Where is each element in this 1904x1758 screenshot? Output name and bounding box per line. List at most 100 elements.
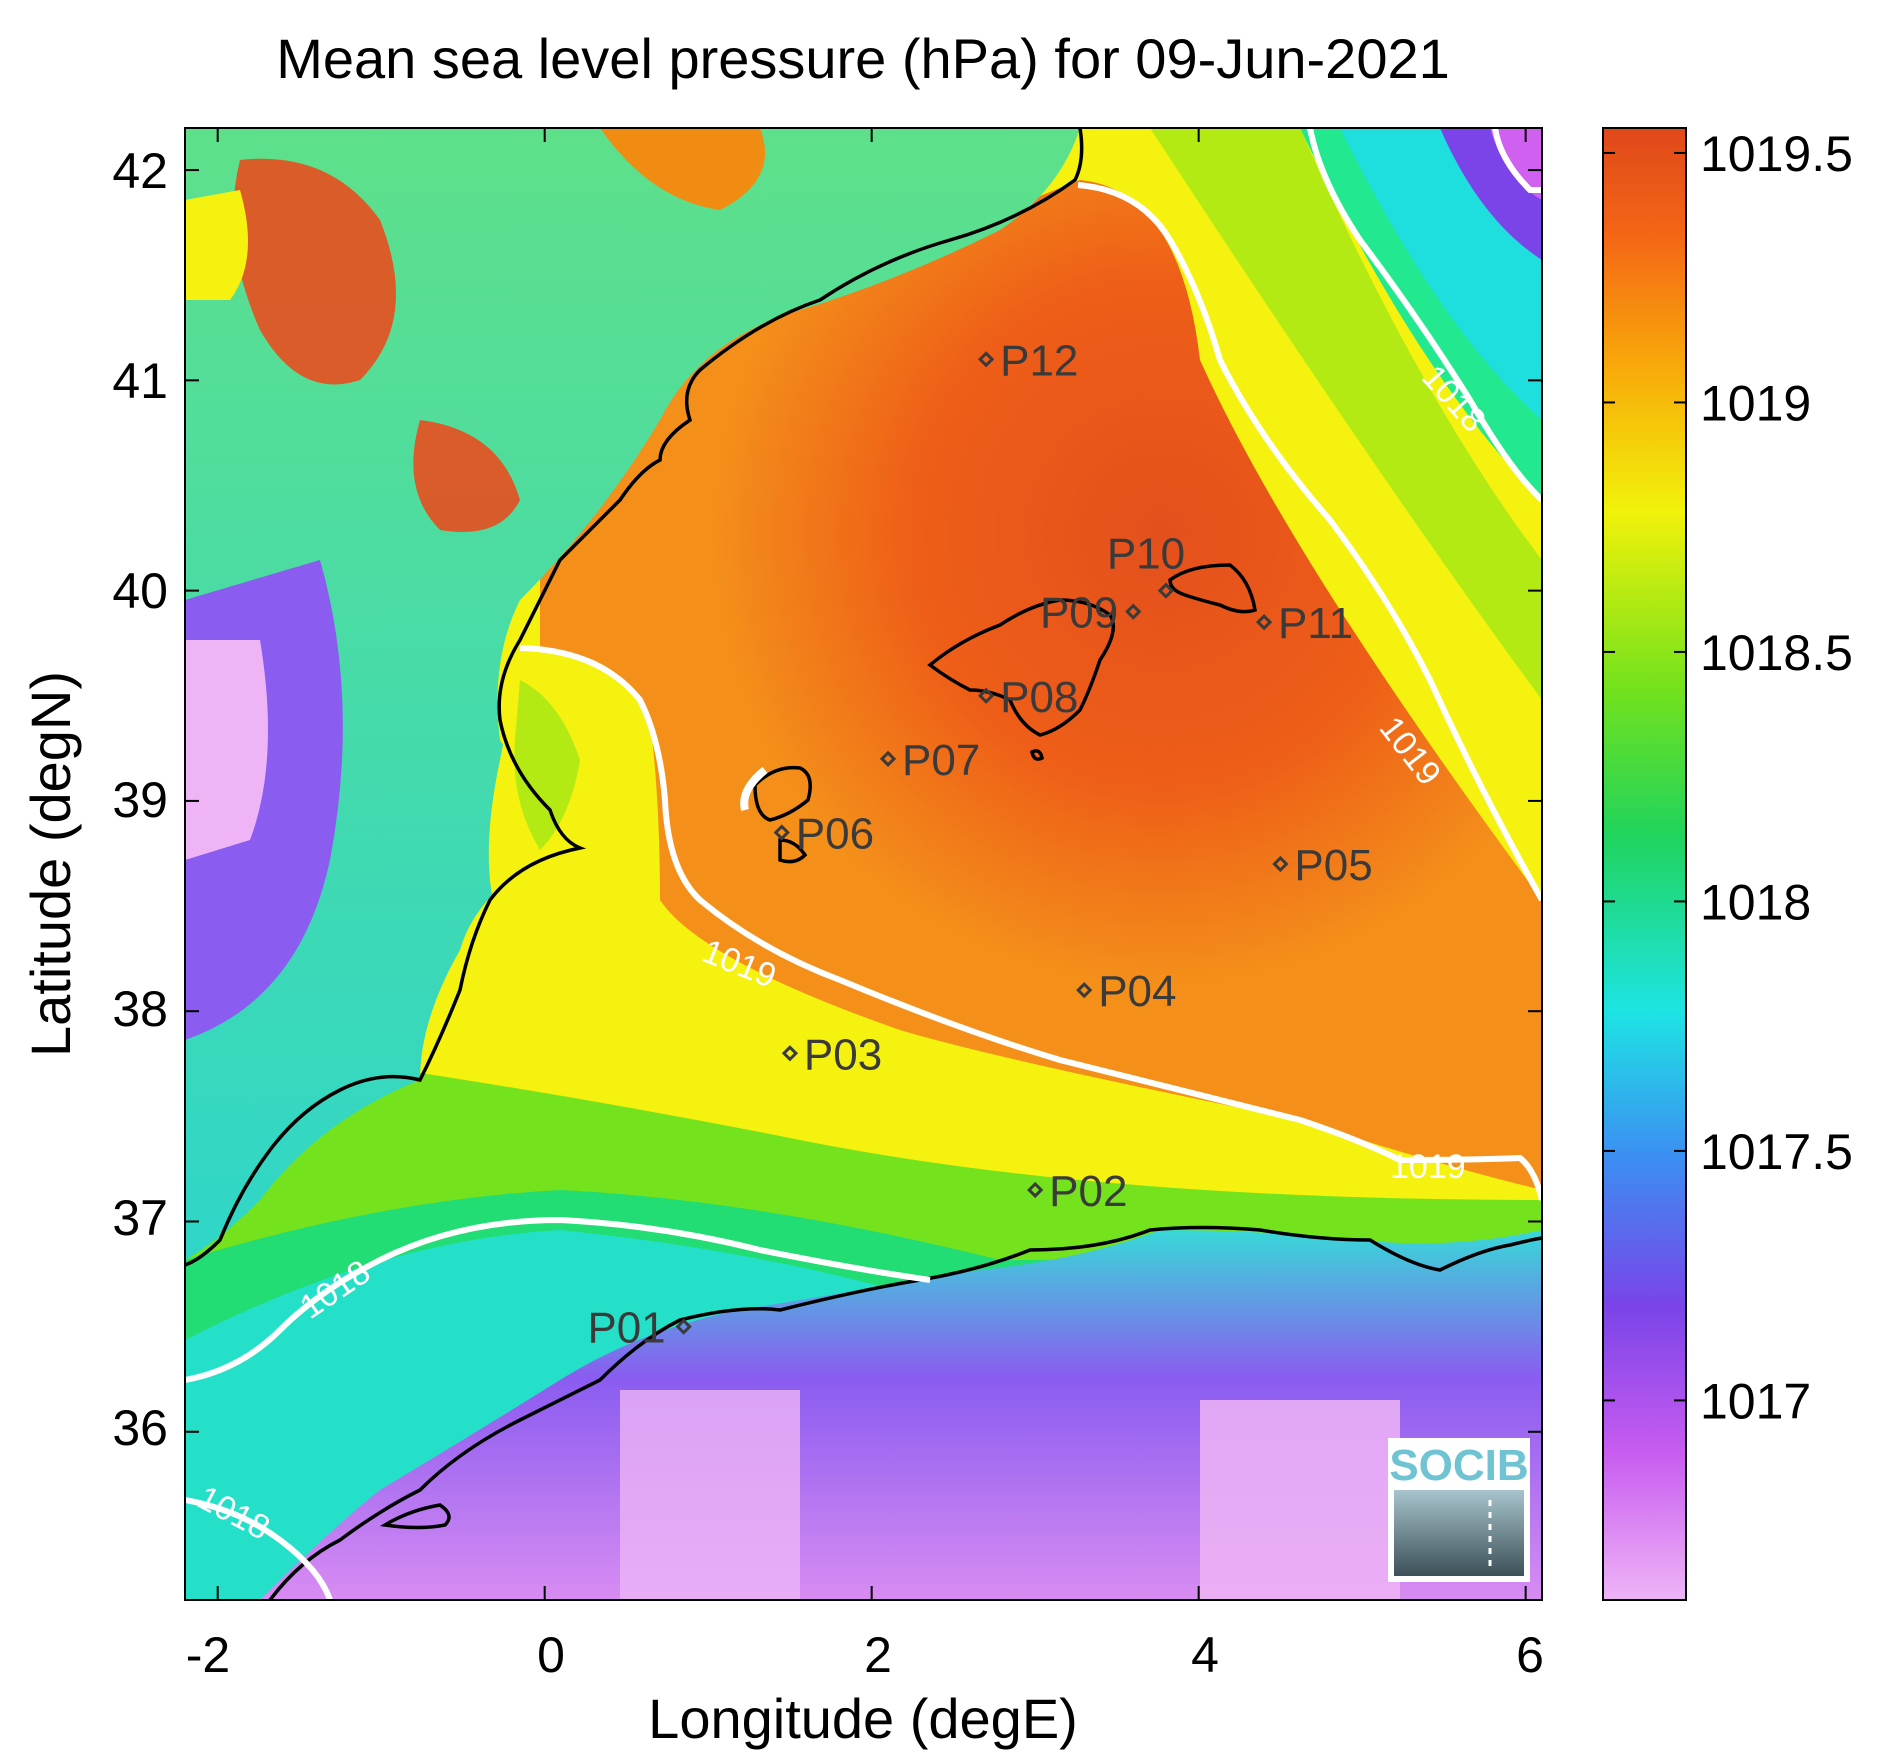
y-tick-label: 37 <box>112 1190 168 1246</box>
station-label: P06 <box>796 809 874 858</box>
x-tick-label: 2 <box>864 1627 892 1683</box>
coast-mallorca <box>927 598 1116 737</box>
station-marker: P07 <box>879 736 980 785</box>
field-alboran-lime <box>514 680 580 850</box>
station-label: P07 <box>902 736 980 785</box>
colorbar-tick-label: 1018 <box>1700 874 1811 930</box>
x-tick-label: 4 <box>1191 1627 1219 1683</box>
station-diamond <box>879 750 897 767</box>
station-diamond <box>1076 982 1093 999</box>
contour-1018-ne <box>1307 128 1542 503</box>
station-marker: P04 <box>1076 967 1177 1016</box>
y-tick-label: 41 <box>112 353 168 409</box>
colorbar-frame <box>1602 127 1687 1601</box>
colorbar-tick-label: 1018.5 <box>1700 625 1853 681</box>
y-tick-labels: 36 37 38 39 40 41 42 <box>112 143 168 1456</box>
contour-1018-south <box>185 1216 931 1383</box>
station-marker: P02 <box>1027 1167 1127 1216</box>
field-land-africa-low2 <box>620 1390 800 1600</box>
contour-lines <box>185 128 1542 1600</box>
contour-label: 1019 <box>1390 1148 1466 1186</box>
y-tick-label: 40 <box>112 563 168 619</box>
station-diamond <box>1125 603 1142 620</box>
station-marker: P10 <box>1107 530 1185 599</box>
field-land-africa-low <box>1200 1400 1400 1600</box>
colorbar-tick-label: 1019 <box>1700 375 1811 431</box>
station-marker: P09 <box>1040 589 1142 638</box>
station-diamond <box>1255 614 1273 631</box>
plot-frame <box>184 127 1543 1601</box>
station-diamond <box>977 687 995 704</box>
station-label: P12 <box>1000 336 1078 385</box>
x-tick-label: 0 <box>537 1627 565 1683</box>
station-marker: P06 <box>773 809 874 858</box>
colorbar: 1017 1017.5 1018 1018.5 1019 1019.5 <box>1602 126 1853 1601</box>
y-axis-label: Latitude (degN) <box>19 671 82 1057</box>
colorbar-ramp <box>1603 128 1686 1600</box>
y-tick-label: 42 <box>112 143 168 199</box>
y-tick-label: 36 <box>112 1400 168 1456</box>
station-label: P09 <box>1040 589 1118 638</box>
field-land-yellow <box>185 190 248 300</box>
station-marker: P12 <box>977 336 1078 385</box>
contour-1018-ne-corner <box>1492 128 1542 193</box>
station-label: P04 <box>1098 967 1176 1016</box>
station-marker: P05 <box>1272 841 1373 890</box>
field-land-orange <box>600 128 765 210</box>
station-label: P10 <box>1107 530 1185 579</box>
field-land-highs-1 <box>233 158 396 385</box>
stations: P01 P02 P03 P04 P05 P06 P07 P08 P09 P10 P11 P12 <box>587 336 1372 1352</box>
station-label: P03 <box>804 1030 882 1079</box>
pressure-field <box>185 128 1542 1600</box>
coast-ibiza <box>753 765 812 822</box>
colorbar-tick-label: 1019.5 <box>1700 126 1853 182</box>
chart-title: Mean sea level pressure (hPa) for 09-Jun… <box>276 27 1450 90</box>
field-band-ne-lime <box>1150 128 1542 700</box>
station-label: P11 <box>1278 599 1353 648</box>
colorbar-tick-label: 1017 <box>1700 1373 1811 1429</box>
x-tick-labels: -2 0 2 4 6 <box>186 1627 1544 1683</box>
colorbar-tick-labels: 1017 1017.5 1018 1018.5 1019 1019.5 <box>1700 126 1853 1429</box>
socib-logo: SOCIB <box>1388 1438 1530 1582</box>
station-diamond <box>977 351 995 368</box>
coast-iberia <box>185 128 1084 1267</box>
station-diamond <box>773 824 790 841</box>
contour-1018-sw <box>185 1497 333 1600</box>
station-label: P01 <box>587 1304 665 1353</box>
station-label: P05 <box>1294 841 1372 890</box>
field-land-iberia <box>185 128 1080 1260</box>
station-label: P08 <box>1000 673 1078 722</box>
station-diamond <box>781 1045 799 1062</box>
field-high-pressure <box>540 180 1542 1190</box>
coast-formentera <box>778 838 808 864</box>
station-diamond <box>675 1318 692 1335</box>
contour-1019-ibiza <box>740 766 768 811</box>
station-diamond <box>1157 582 1175 599</box>
coast-alboran-island <box>379 1503 451 1530</box>
x-tick-label: 6 <box>1516 1627 1544 1683</box>
y-tick-label: 38 <box>112 981 168 1037</box>
coast-cabrera <box>1030 749 1044 761</box>
station-marker: P01 <box>587 1304 692 1353</box>
axis-tick-marks <box>185 128 1542 1600</box>
x-axis-label: Longitude (degE) <box>648 1687 1078 1750</box>
coast-menorca <box>1168 563 1257 614</box>
station-marker: P11 <box>1255 599 1353 648</box>
station-marker: P08 <box>977 673 1078 722</box>
station-diamond <box>1027 1181 1044 1199</box>
field-land-highs-2 <box>413 420 520 532</box>
station-diamond <box>1272 855 1289 873</box>
contour-1019-main <box>519 645 1542 1201</box>
contour-1019-upper <box>1077 182 1542 902</box>
logo-image <box>1394 1490 1524 1576</box>
colorbar-tick-marks <box>1603 151 1686 1402</box>
station-label: P02 <box>1049 1167 1127 1216</box>
coastlines <box>185 128 1542 1600</box>
colorbar-tick-label: 1017.5 <box>1700 1124 1853 1180</box>
station-marker: P03 <box>781 1030 882 1079</box>
y-tick-label: 39 <box>112 772 168 828</box>
logo-text: SOCIB <box>1389 1441 1528 1490</box>
coast-africa <box>268 1225 1542 1600</box>
field-land-iberia-pink <box>185 640 268 860</box>
